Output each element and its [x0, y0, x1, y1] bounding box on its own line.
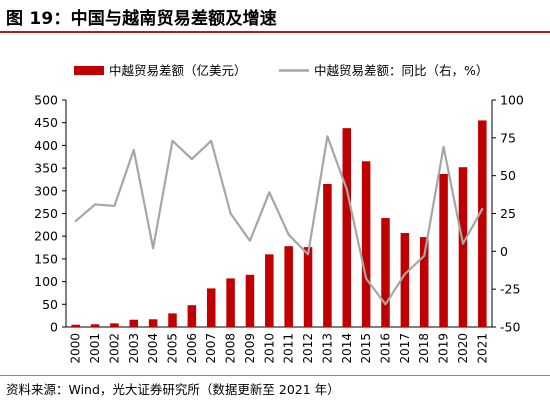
right-tick-label: 25	[500, 206, 516, 221]
right-tick-label: 50	[500, 168, 516, 183]
left-tick-label: 250	[34, 206, 58, 221]
right-tick-label: -25	[500, 282, 520, 297]
bar	[478, 120, 487, 328]
x-tick-label: 2012	[301, 333, 315, 364]
x-tick-label: 2014	[340, 333, 354, 364]
bar	[284, 246, 293, 327]
bar	[419, 237, 429, 327]
left-tick-label: 0	[50, 320, 58, 335]
bar	[265, 254, 274, 327]
left-tick-label: 200	[34, 229, 58, 244]
bar	[245, 274, 255, 327]
bar	[226, 278, 235, 327]
x-tick-label: 2021	[475, 333, 489, 364]
x-tick-label: 2010	[262, 333, 276, 364]
x-tick-label: 2008	[224, 333, 238, 364]
right-tick-label: 75	[500, 130, 516, 145]
line-series	[74, 135, 484, 306]
figure-title: 图 19：中国与越南贸易差额及增速	[6, 9, 277, 29]
left-tick-label: 450	[34, 115, 58, 130]
x-tick-label: 2015	[359, 333, 373, 364]
x-tick-label: 2007	[204, 333, 218, 364]
bar	[342, 128, 352, 327]
bar	[400, 233, 410, 327]
chart-legend: 中越贸易差额（亿美元） 中越贸易差额：同比（右，%）	[74, 63, 488, 78]
x-tick-label: 2013	[320, 333, 334, 364]
bar	[323, 183, 332, 327]
bar	[187, 305, 197, 327]
yoy-growth-line	[74, 135, 484, 306]
legend-bar-swatch	[74, 66, 104, 75]
x-tick-label: 2004	[146, 333, 160, 364]
x-tick-label: 2011	[282, 333, 296, 364]
bar	[90, 324, 100, 327]
source-divider	[0, 375, 550, 376]
bar	[458, 167, 468, 327]
bar	[168, 313, 177, 327]
x-tick-label: 2020	[456, 333, 470, 364]
bar	[381, 218, 390, 327]
left-tick-label: 400	[34, 138, 58, 153]
x-tick-label: 2005	[166, 333, 180, 364]
x-tick-label: 2019	[437, 333, 451, 364]
bar	[110, 323, 119, 327]
right-tick-label: 0	[500, 244, 508, 259]
left-tick-label: 100	[34, 274, 58, 289]
left-tick-label: 300	[34, 183, 58, 198]
right-tick-label: 100	[500, 93, 524, 108]
x-tick-label: 2006	[185, 333, 199, 364]
x-tick-label: 2000	[69, 333, 83, 364]
bar	[148, 319, 158, 327]
x-tick-label: 2018	[417, 333, 431, 364]
x-tick-label: 2001	[88, 333, 102, 364]
bar	[71, 324, 80, 327]
legend-line-label: 中越贸易差额：同比（右，%）	[314, 63, 488, 78]
x-tick-label: 2002	[107, 333, 121, 364]
title-divider	[0, 31, 550, 33]
bar	[361, 161, 371, 327]
legend-bar-label: 中越贸易差额（亿美元）	[109, 63, 247, 78]
x-tick-label: 2017	[398, 333, 412, 364]
bar	[129, 319, 139, 327]
left-tick-label: 350	[34, 161, 58, 176]
bar	[303, 247, 313, 327]
x-tick-label: 2009	[243, 333, 257, 364]
x-tick-label: 2016	[379, 333, 393, 364]
x-tick-label: 2003	[127, 333, 141, 364]
left-tick-label: 150	[34, 251, 58, 266]
left-tick-label: 50	[42, 297, 58, 312]
bar-series	[71, 120, 487, 328]
source-note: 资料来源：Wind，光大证券研究所（数据更新至 2021 年）	[6, 382, 340, 397]
bar	[439, 174, 448, 327]
bar	[206, 288, 216, 327]
left-tick-label: 500	[34, 93, 58, 108]
chart-axes: 0 50 100 150 200 250 300 350 400 450 500 -50 -25 0 25 5…	[34, 93, 524, 364]
right-tick-label: -50	[500, 320, 520, 335]
